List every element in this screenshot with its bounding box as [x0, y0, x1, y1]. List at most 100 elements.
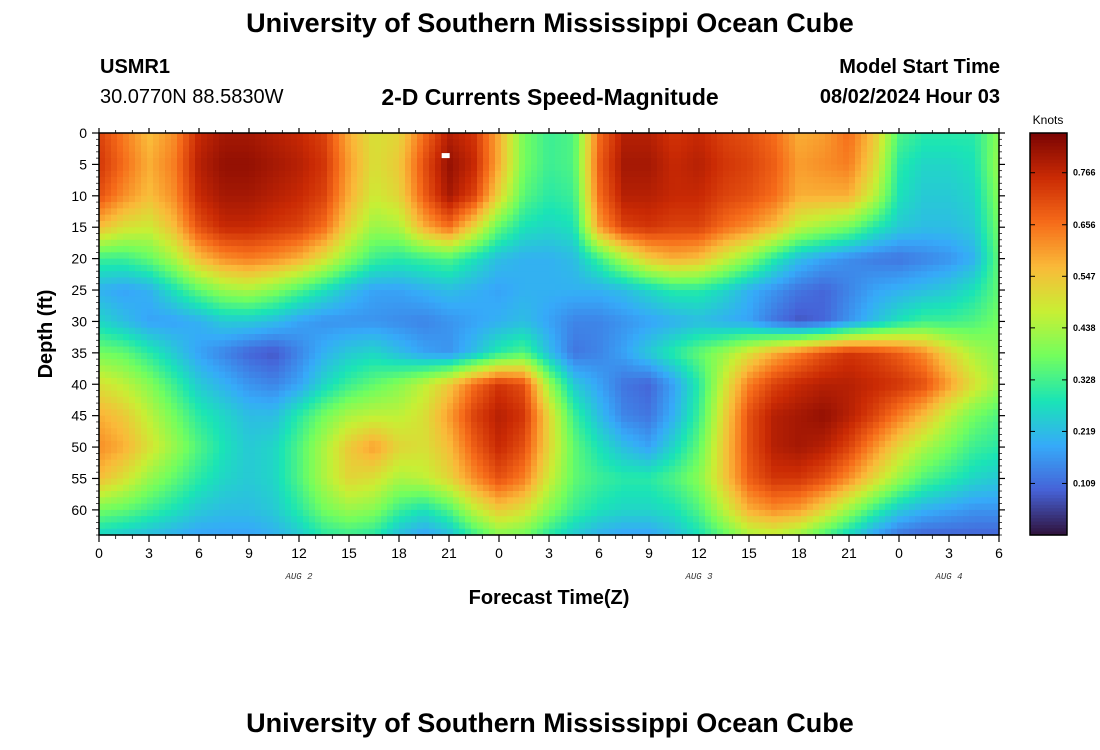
- heatmap-cell: [285, 308, 292, 316]
- heatmap-cell: [783, 327, 790, 335]
- heatmap-cell: [627, 170, 634, 178]
- heatmap-cell: [267, 264, 274, 272]
- heatmap-cell: [381, 321, 388, 329]
- heatmap-cell: [429, 220, 436, 228]
- heatmap-cell: [615, 220, 622, 228]
- heatmap-cell: [855, 264, 862, 272]
- heatmap-cell: [987, 321, 994, 329]
- heatmap-cell: [549, 214, 556, 222]
- heatmap-cell: [873, 170, 880, 178]
- heatmap-cell: [693, 183, 700, 191]
- heatmap-cell: [141, 208, 148, 216]
- heatmap-cell: [411, 176, 418, 184]
- heatmap-cell: [189, 271, 196, 279]
- heatmap-cell: [741, 195, 748, 203]
- heatmap-cell: [117, 340, 124, 348]
- heatmap-cell: [321, 158, 328, 166]
- heatmap-cell: [993, 296, 1000, 304]
- heatmap-cell: [195, 183, 202, 191]
- heatmap-cell: [483, 239, 490, 247]
- heatmap-cell: [201, 302, 208, 310]
- heatmap-cell: [381, 315, 388, 323]
- heatmap-cell: [375, 258, 382, 266]
- heatmap-cell: [657, 158, 664, 166]
- heatmap-cell: [633, 334, 640, 341]
- heatmap-cell: [147, 321, 154, 329]
- heatmap-cell: [525, 246, 532, 253]
- heatmap-cell: [681, 315, 688, 323]
- heatmap-cell: [975, 302, 982, 310]
- heatmap-cell: [873, 158, 880, 166]
- heatmap-cell: [207, 302, 214, 310]
- heatmap-cell: [273, 233, 280, 241]
- heatmap-cell: [171, 227, 178, 235]
- heatmap-cell: [723, 252, 730, 260]
- heatmap-cell: [423, 246, 430, 253]
- heatmap-cell: [255, 264, 262, 272]
- heatmap-cell: [621, 227, 628, 235]
- heatmap-cell: [741, 202, 748, 209]
- heatmap-cell: [849, 264, 856, 272]
- heatmap-cell: [729, 302, 736, 310]
- heatmap-cell: [621, 239, 628, 247]
- heatmap-cell: [327, 296, 334, 304]
- heatmap-cell: [861, 189, 868, 197]
- heatmap-cell: [339, 139, 346, 147]
- heatmap-cell: [549, 158, 556, 166]
- heatmap-cell: [585, 139, 592, 147]
- heatmap-cell: [537, 296, 544, 304]
- heatmap-cell: [165, 183, 172, 191]
- heatmap-cell: [579, 220, 586, 228]
- heatmap-cell: [153, 283, 160, 291]
- heatmap-cell: [309, 233, 316, 241]
- heatmap-cell: [243, 139, 250, 147]
- heatmap-cell: [795, 164, 802, 172]
- heatmap-cell: [519, 208, 526, 216]
- heatmap-cell: [765, 233, 772, 241]
- heatmap-cell: [531, 214, 538, 222]
- heatmap-cell: [741, 214, 748, 222]
- heatmap-cell: [531, 164, 538, 172]
- heatmap-cell: [753, 264, 760, 272]
- heatmap-cell: [867, 158, 874, 166]
- heatmap-cell: [327, 158, 334, 166]
- heatmap-cell: [735, 271, 742, 279]
- heatmap-cell: [609, 252, 616, 260]
- heatmap-cell: [831, 170, 838, 178]
- heatmap-cell: [237, 302, 244, 310]
- heatmap-cell: [747, 195, 754, 203]
- heatmap-cell: [759, 239, 766, 247]
- heatmap-cell: [573, 227, 580, 235]
- heatmap-cell: [309, 308, 316, 316]
- heatmap-cell: [261, 183, 268, 191]
- heatmap-cell: [783, 202, 790, 209]
- heatmap-cell: [801, 308, 808, 316]
- heatmap-cell: [447, 145, 454, 153]
- heatmap-cell: [975, 283, 982, 291]
- heatmap-cell: [765, 302, 772, 310]
- heatmap-cell: [369, 170, 376, 178]
- heatmap-cell: [153, 239, 160, 247]
- heatmap-cell: [921, 271, 928, 279]
- heatmap-cell: [783, 283, 790, 291]
- heatmap-cell: [225, 239, 232, 247]
- heatmap-cell: [525, 283, 532, 291]
- heatmap-cell: [549, 195, 556, 203]
- heatmap-cell: [597, 334, 604, 341]
- heatmap-cell: [909, 283, 916, 291]
- heatmap-cell: [579, 239, 586, 247]
- heatmap-cell: [909, 176, 916, 184]
- heatmap-cell: [333, 290, 340, 297]
- heatmap-cell: [147, 202, 154, 209]
- heatmap-cell: [837, 258, 844, 266]
- heatmap-cell: [459, 233, 466, 241]
- heatmap-cell: [759, 170, 766, 178]
- heatmap-cell: [717, 239, 724, 247]
- heatmap-cell: [747, 183, 754, 191]
- heatmap-cell: [375, 151, 382, 159]
- heatmap-cell: [711, 158, 718, 166]
- heatmap-cell: [165, 315, 172, 323]
- heatmap-cell: [537, 239, 544, 247]
- heatmap-cell: [201, 283, 208, 291]
- heatmap-cell: [117, 327, 124, 335]
